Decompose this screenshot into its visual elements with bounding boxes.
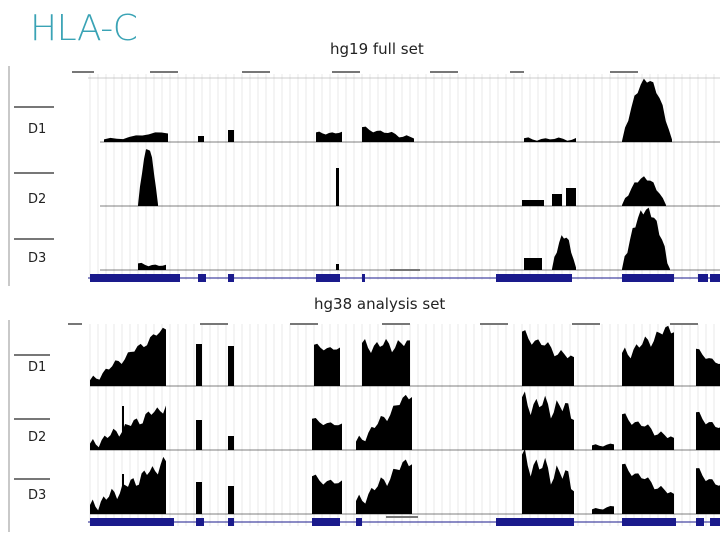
track-scale	[14, 238, 54, 240]
coverage-peak	[122, 406, 124, 450]
coverage-peak	[228, 486, 234, 514]
coverage-peak	[196, 420, 202, 450]
track-scale	[14, 478, 50, 480]
coverage-peak	[312, 418, 342, 450]
coverage-peak	[122, 474, 124, 514]
coverage-peak	[524, 258, 542, 270]
coverage-peak	[228, 346, 234, 386]
gene-model-exon	[710, 518, 720, 526]
gene-model-exon	[196, 518, 204, 526]
gene-label	[390, 269, 420, 271]
gene-model-exon	[622, 518, 676, 526]
hg38-coverage-tracks	[14, 323, 720, 526]
gene-model-exon	[316, 274, 340, 282]
ruler-tick	[150, 71, 178, 73]
gene-model-exon	[198, 274, 206, 282]
coverage-peak	[196, 482, 202, 514]
track-scale	[14, 418, 50, 420]
coverage-peak	[356, 459, 412, 514]
hg19-genome-browser-screenshot: D1 D2 D3	[8, 66, 720, 286]
ruler-tick	[670, 323, 698, 325]
coverage-peak	[522, 448, 574, 514]
slide-title: HLA-C	[30, 8, 138, 49]
coverage-peak	[522, 391, 574, 450]
coverage-peak	[314, 343, 340, 386]
hg19-track-label-d3: D3	[26, 251, 49, 266]
coverage-peak	[198, 136, 204, 142]
coverage-peak	[336, 168, 339, 206]
gene-model-exon	[90, 274, 180, 282]
coverage-peak	[552, 235, 576, 270]
ruler-tick	[290, 323, 318, 325]
gene-label	[386, 516, 418, 518]
coverage-peak	[622, 413, 674, 450]
gene-model-exon	[312, 518, 340, 526]
ruler-tick	[68, 323, 82, 325]
gene-model-exon	[496, 274, 572, 282]
ruler-tick	[332, 71, 360, 73]
coverage-peak	[622, 176, 666, 206]
track-scale	[14, 354, 50, 356]
track-scale	[14, 172, 54, 174]
hg38-track-label-d2: D2	[26, 430, 49, 445]
ruler-tick	[610, 71, 638, 73]
gene-model-exon	[362, 274, 365, 282]
coverage-peak	[622, 325, 674, 386]
hg38-track-label-d3: D3	[26, 488, 49, 503]
hg38-genome-browser-screenshot: D1 D2 D3	[8, 320, 720, 532]
coverage-peak	[622, 463, 674, 514]
coverage-peak	[592, 443, 614, 450]
gene-model-exon	[496, 518, 574, 526]
ruler-tick	[200, 323, 228, 325]
gene-model-exon	[90, 518, 174, 526]
gene-model-exon	[698, 274, 708, 282]
ruler-tick	[72, 71, 94, 73]
hg19-caption: hg19 full set	[330, 40, 424, 58]
coverage-peak	[696, 348, 720, 386]
hg38-track-label-d1: D1	[26, 360, 49, 375]
coverage-peak	[138, 149, 158, 206]
coverage-peak	[228, 130, 234, 142]
ruler-tick	[572, 323, 600, 325]
gene-model-exon	[622, 274, 674, 282]
coverage-peak	[312, 474, 342, 514]
coverage-peak	[522, 330, 574, 386]
coverage-peak	[90, 456, 166, 514]
ruler-tick	[242, 71, 270, 73]
hg19-track-label-d1: D1	[26, 122, 49, 137]
gene-model-exon	[710, 274, 720, 282]
ruler-tick	[480, 323, 508, 325]
ruler-tick	[382, 323, 410, 325]
coverage-peak	[228, 436, 234, 450]
ruler-tick	[430, 71, 458, 73]
gene-model-exon	[696, 518, 704, 526]
coverage-peak	[622, 207, 670, 270]
gene-model-exon	[228, 518, 234, 526]
gene-model-exon	[356, 518, 362, 526]
coverage-peak	[696, 468, 720, 514]
coverage-peak	[316, 131, 342, 142]
coverage-peak	[696, 411, 720, 450]
hg38-caption: hg38 analysis set	[314, 295, 446, 313]
coverage-peak	[196, 344, 202, 386]
coverage-peak	[552, 194, 562, 206]
coverage-peak	[524, 137, 576, 142]
coverage-peak	[522, 200, 544, 206]
coverage-peak	[566, 188, 576, 206]
ruler-tick	[510, 71, 524, 73]
coverage-peak	[362, 126, 414, 142]
coverage-peak	[362, 338, 410, 386]
gene-model-exon	[228, 274, 234, 282]
coverage-peak	[592, 505, 614, 514]
coverage-peak	[90, 405, 166, 450]
coverage-peak	[336, 264, 339, 270]
coverage-peak	[104, 132, 168, 142]
coverage-peak	[622, 78, 672, 142]
coverage-peak	[356, 394, 412, 450]
hg19-coverage-tracks	[14, 71, 720, 282]
track-scale	[14, 106, 54, 108]
hg19-track-label-d2: D2	[26, 192, 49, 207]
coverage-peak	[138, 262, 166, 270]
coverage-peak	[90, 327, 166, 386]
